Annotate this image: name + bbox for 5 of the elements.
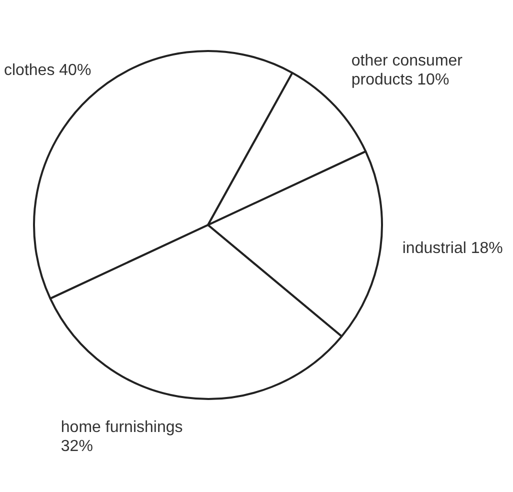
slice-label: industrial 18% xyxy=(402,240,503,258)
slice-label: home furnishings xyxy=(60,418,183,436)
slice-label: clothes 40% xyxy=(4,62,92,80)
data-label: 32% xyxy=(60,438,93,455)
slice-label: other consumer products 10% xyxy=(351,52,464,89)
